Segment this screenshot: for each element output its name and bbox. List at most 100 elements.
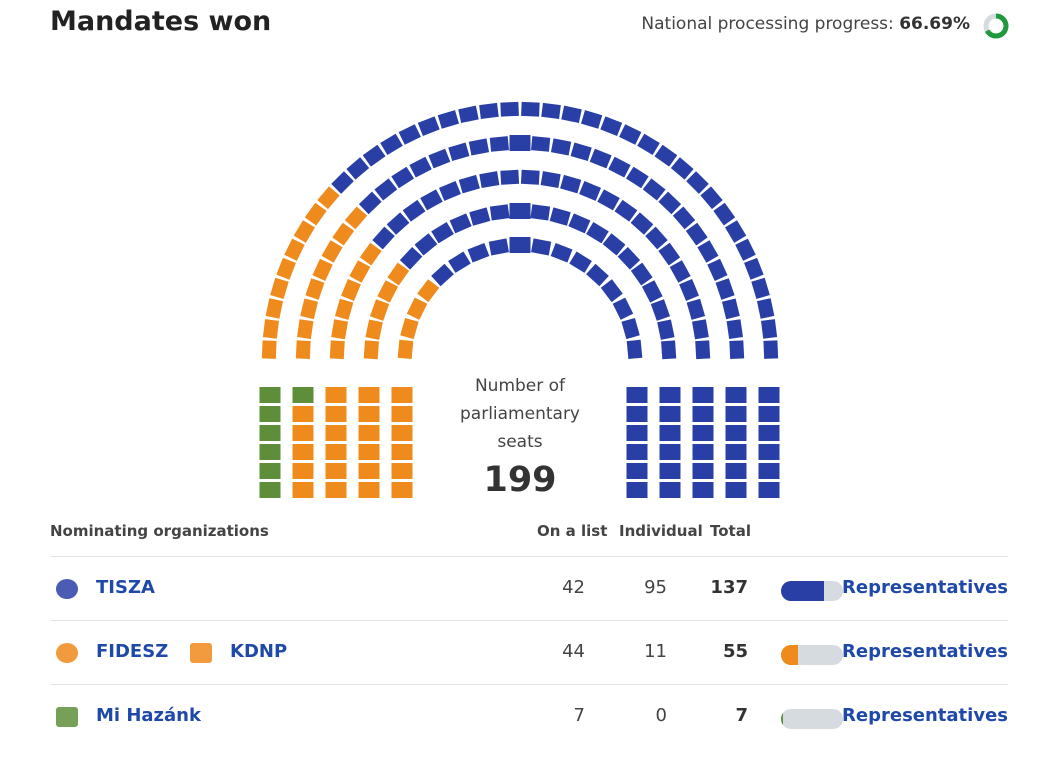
seat — [669, 260, 691, 283]
seat — [626, 387, 648, 403]
seat — [661, 340, 677, 360]
seat — [431, 263, 454, 287]
seat — [259, 406, 281, 422]
seat — [400, 317, 419, 340]
seat — [261, 340, 277, 359]
progress-label: National processing progress: — [641, 14, 894, 34]
seat — [756, 298, 775, 319]
seat — [341, 278, 361, 301]
seat — [292, 444, 314, 460]
seat — [637, 133, 660, 155]
seat — [509, 135, 531, 151]
seat — [428, 148, 451, 169]
seat — [359, 242, 382, 266]
party-name[interactable]: FIDESZ — [96, 641, 169, 662]
seat — [344, 206, 368, 230]
seat — [358, 463, 380, 479]
seat — [626, 406, 648, 422]
on-list: 44 — [562, 641, 585, 662]
seat — [761, 319, 778, 339]
seat — [602, 233, 626, 256]
seat — [659, 444, 681, 460]
seat — [358, 191, 382, 215]
seat — [420, 189, 443, 211]
seat — [758, 444, 780, 460]
seat — [697, 240, 719, 263]
seat — [346, 157, 370, 180]
column-header: Individual — [619, 522, 703, 540]
seat — [619, 124, 642, 145]
seat — [626, 482, 648, 498]
seat — [414, 233, 438, 256]
party-name[interactable]: KDNP — [230, 641, 288, 662]
seat — [292, 425, 314, 441]
party-name[interactable]: TISZA — [96, 577, 155, 598]
seat — [292, 463, 314, 479]
seat — [625, 166, 649, 189]
party-name[interactable]: Mi Hazánk — [96, 705, 201, 726]
seat — [402, 199, 426, 222]
seat — [561, 105, 582, 124]
seat — [735, 238, 756, 261]
seat — [374, 178, 398, 201]
seat — [521, 101, 540, 117]
seat — [259, 463, 281, 479]
seats-total: 199 — [483, 460, 557, 500]
seat — [332, 222, 355, 246]
seat — [758, 425, 780, 441]
seat — [692, 319, 709, 340]
seat — [386, 212, 410, 235]
seat — [530, 204, 551, 221]
seat — [391, 482, 413, 498]
progress-ring — [983, 13, 1009, 39]
seat — [659, 406, 681, 422]
seat — [500, 101, 519, 117]
seat — [358, 387, 380, 403]
seat — [391, 425, 413, 441]
party-logo — [56, 643, 78, 663]
seat — [449, 213, 472, 234]
seat — [295, 340, 311, 359]
seat — [692, 387, 714, 403]
seat — [358, 406, 380, 422]
seat — [657, 319, 675, 340]
seat — [358, 482, 380, 498]
seat — [600, 279, 623, 303]
seat — [509, 237, 531, 253]
seat — [686, 171, 709, 194]
share-bar — [781, 709, 784, 729]
seat — [612, 297, 634, 320]
seat — [763, 340, 779, 359]
seat — [692, 444, 714, 460]
seat — [284, 238, 305, 261]
seat — [262, 319, 279, 339]
seat — [325, 387, 347, 403]
seat — [292, 387, 314, 403]
seat — [296, 319, 314, 340]
representatives-link[interactable]: Representatives — [842, 705, 1008, 726]
column-header: Nominating organizations — [50, 522, 269, 540]
representatives-link[interactable]: Representatives — [842, 577, 1008, 598]
seat — [409, 156, 432, 178]
seat — [305, 278, 325, 300]
seat — [550, 138, 572, 156]
ring-fill — [983, 13, 1009, 39]
seat — [317, 186, 340, 210]
progress: National processing progress: 66.69% — [641, 14, 970, 34]
seat — [468, 138, 490, 156]
seat — [715, 278, 735, 300]
seat — [437, 110, 460, 129]
seat — [467, 242, 490, 263]
seat — [692, 425, 714, 441]
representatives-link[interactable]: Representatives — [842, 641, 1008, 662]
seat — [626, 444, 648, 460]
seat — [520, 169, 540, 185]
seat — [363, 340, 379, 360]
seat — [331, 319, 348, 340]
party-logo — [56, 707, 78, 727]
seat — [448, 251, 471, 273]
parliament-chart — [259, 101, 780, 498]
seat — [358, 425, 380, 441]
seat — [259, 425, 281, 441]
seat — [614, 199, 638, 222]
